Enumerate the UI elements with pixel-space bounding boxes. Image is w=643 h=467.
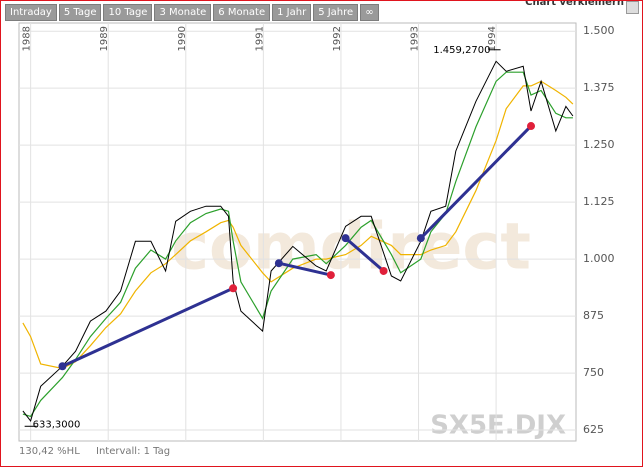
y-tick-label: 1.250	[583, 138, 615, 151]
plot-area	[18, 22, 577, 442]
trend-end	[326, 271, 335, 280]
y-tick-label: 875	[583, 309, 604, 322]
trend-end	[379, 266, 388, 275]
price-line	[22, 60, 574, 422]
period-tab[interactable]: 5 Jahre	[313, 4, 359, 21]
x-tick-label: 1990	[177, 26, 188, 51]
trend-line	[278, 261, 332, 277]
trend-start	[341, 234, 350, 243]
trend-line	[344, 237, 385, 273]
price-line	[22, 71, 573, 418]
y-tick-label: 1.500	[583, 24, 615, 37]
x-tick-label: 1993	[410, 26, 421, 51]
trend-end	[229, 284, 238, 293]
price-line	[22, 80, 574, 370]
range-text: 130,42 %HL	[19, 446, 80, 457]
interval-text: Intervall: 1 Tag	[96, 446, 170, 457]
period-tab[interactable]: 6 Monate	[213, 4, 271, 21]
y-tick-label: 1.125	[583, 195, 615, 208]
y-tick-label: 1.000	[583, 252, 615, 265]
x-tick-label: 1992	[332, 26, 343, 51]
trend-start	[58, 362, 67, 371]
x-tick-label: 1989	[99, 26, 110, 51]
period-tab[interactable]: 10 Tage	[103, 4, 153, 21]
trend-start	[416, 234, 425, 243]
extreme-label: 633,3000	[33, 419, 81, 430]
shrink-link[interactable]: Chart verkleinern	[525, 0, 624, 8]
period-tab[interactable]: 5 Tage	[58, 4, 102, 21]
period-tab[interactable]: 1 Jahr	[272, 4, 312, 21]
period-tab[interactable]: 3 Monate	[154, 4, 212, 21]
period-tab[interactable]: Intraday	[5, 4, 57, 21]
y-tick-label: 625	[583, 423, 604, 436]
y-tick-label: 750	[583, 366, 604, 379]
symbol-watermark: SX5E.DJX	[430, 411, 566, 441]
period-tab[interactable]: ∞	[360, 4, 379, 21]
extreme-label: 1.459,2700	[433, 45, 490, 56]
x-tick-label: 1988	[22, 26, 33, 51]
y-tick-label: 1.375	[583, 81, 615, 94]
trend-line	[419, 124, 533, 240]
trend-end	[527, 122, 536, 131]
shrink-button[interactable]	[626, 1, 639, 14]
trend-line	[61, 286, 234, 368]
trend-start	[274, 259, 283, 268]
tab-bar: Intraday 5 Tage 10 Tage 3 Monate 6 Monate 1 J…	[5, 4, 379, 21]
x-tick-label: 1991	[254, 26, 265, 51]
x-tick-label: 1994	[487, 26, 498, 51]
